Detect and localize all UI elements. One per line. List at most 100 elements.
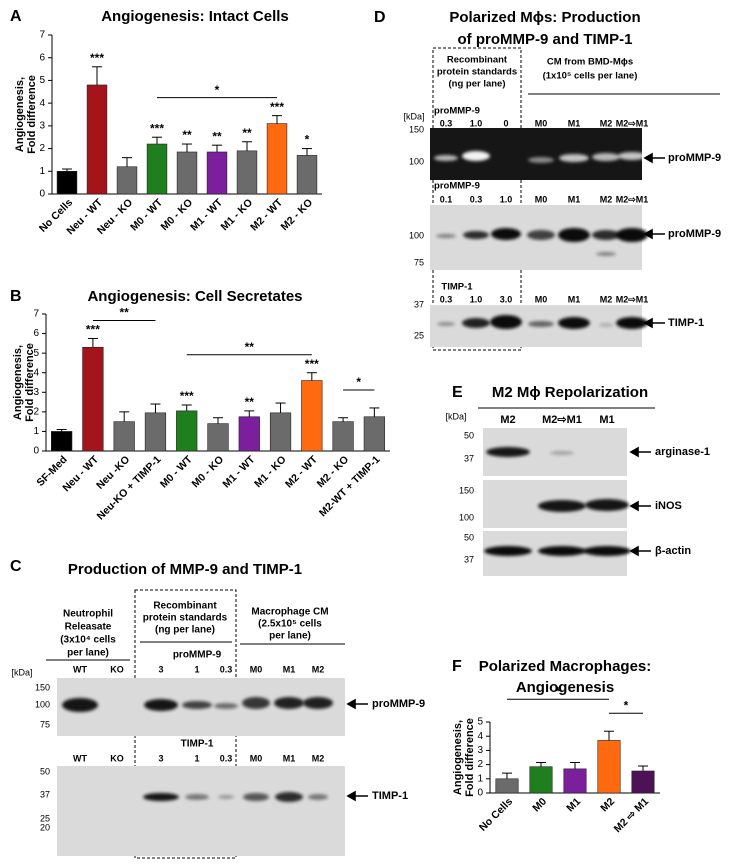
y-axis-label: Fold difference: [26, 75, 38, 154]
y-tick-label: 0: [39, 189, 45, 200]
panel-letter: D: [374, 9, 386, 26]
y-axis-label: Angiogenesis,: [12, 345, 24, 420]
band: [616, 317, 648, 329]
bar: [56, 170, 78, 195]
lane-label: 0.3: [440, 118, 453, 128]
error-bar: [338, 417, 349, 422]
lane-label: M2⇨M1: [616, 294, 649, 304]
kda-label: [kDa]: [11, 667, 32, 677]
arrow: [643, 317, 665, 329]
band: [62, 698, 98, 712]
lane-label: M2⇨M1: [616, 118, 649, 128]
y-tick-label: 3: [477, 745, 483, 756]
marker-label: 25: [40, 813, 50, 823]
lane-label: M1: [283, 664, 296, 674]
marker-label: 75: [414, 257, 424, 267]
x-tick-label: M1 - WT: [220, 453, 257, 490]
x-tick-label: M0 - WT: [158, 453, 195, 490]
marker-label: 100: [35, 699, 50, 709]
band: [528, 157, 554, 163]
lane-label: 0.3: [220, 753, 233, 763]
kda-label: [kDa]: [445, 411, 466, 421]
x-tick-label: No Cells: [477, 795, 515, 833]
lane-label: M2: [312, 664, 325, 674]
lane-label: M1: [599, 414, 614, 426]
significance-label: ***: [90, 51, 104, 65]
lane-label: M1: [568, 294, 581, 304]
band: [462, 151, 490, 161]
error-bar: [306, 372, 317, 381]
target-label: TIMP-1: [668, 317, 704, 329]
x-tick-label: M1 - KO: [252, 454, 289, 491]
bar: [86, 84, 108, 195]
y-tick-label: 1: [33, 426, 39, 437]
y-tick-label: 1: [39, 166, 45, 177]
marker-label: 50: [464, 532, 474, 542]
y-axis-label: Angiogenesis,: [452, 720, 464, 795]
error-bar: [56, 428, 67, 432]
marker-label: 37: [464, 453, 474, 463]
band: [538, 546, 586, 556]
band: [585, 499, 629, 511]
band: [592, 230, 620, 240]
target-label: proMMP-9: [668, 228, 721, 240]
marker-label: 37: [464, 554, 474, 564]
error-bar: [502, 772, 512, 779]
lane-label: 1: [194, 664, 199, 674]
bracket-label: *: [556, 684, 561, 698]
x-tick-label: M1: [564, 795, 583, 814]
lane-label: M0: [535, 118, 548, 128]
panel-letter: B: [10, 288, 22, 305]
group-label: per lane): [67, 648, 109, 659]
group-label: Neutrophil: [63, 609, 113, 620]
error-bar: [152, 136, 162, 145]
target-label: arginase-1: [655, 446, 710, 458]
lane-label: 3: [158, 753, 163, 763]
y-tick-label: 7: [39, 30, 45, 41]
error-bar: [536, 761, 546, 767]
band: [550, 451, 574, 455]
group-label: Recombinant: [447, 55, 508, 66]
group-label: (3x10⁴ cells: [60, 635, 116, 646]
bar: [113, 421, 135, 452]
arrow: [346, 698, 368, 710]
y-tick-label: 5: [39, 75, 45, 86]
y-axis-label: Angiogenesis,: [14, 77, 26, 152]
marker-label: 37: [414, 299, 424, 309]
group-label: CM from BMD-Mϕs: [547, 57, 633, 68]
panel-title: M2 Mϕ Repolarization: [492, 384, 648, 401]
error-bar: [604, 730, 614, 741]
band: [275, 792, 303, 802]
x-tick-label: M2 ⇨ M1: [612, 795, 652, 835]
lane-label: M2⇨M1: [542, 414, 582, 426]
lane-label: M2: [500, 414, 515, 426]
band: [538, 500, 586, 512]
lane-label: M2: [600, 194, 613, 204]
marker-label: 50: [464, 430, 474, 440]
marker-label: 100: [409, 156, 424, 166]
bracket-label: *: [215, 83, 220, 97]
group-label: protein standards: [437, 67, 517, 78]
lane-label: M0: [535, 194, 548, 204]
lane-label: 3.0: [500, 294, 513, 304]
protein-label: proMMP-9: [434, 106, 480, 117]
lane-label: M0: [535, 294, 548, 304]
lane-label: 3: [158, 664, 163, 674]
group-label: (2.5x10⁵ cells: [258, 619, 322, 630]
arrow: [643, 152, 665, 164]
chart-title: Angiogenesis: Cell Secretates: [87, 288, 302, 305]
lane-label: 0: [503, 118, 508, 128]
lane-label: M1: [283, 753, 296, 763]
x-tick-label: M2 - WT: [248, 196, 285, 233]
significance-label: **: [245, 395, 255, 409]
band: [143, 793, 179, 801]
significance-label: **: [212, 129, 222, 143]
significance-label: **: [182, 128, 192, 142]
marker-label: 20: [40, 822, 50, 832]
bracket-label: *: [356, 375, 361, 389]
y-tick-label: 7: [33, 309, 39, 320]
lane-label: M1: [568, 118, 581, 128]
bracket-label: *: [624, 698, 629, 712]
significance-label: ***: [180, 389, 194, 403]
arrow: [346, 790, 368, 802]
